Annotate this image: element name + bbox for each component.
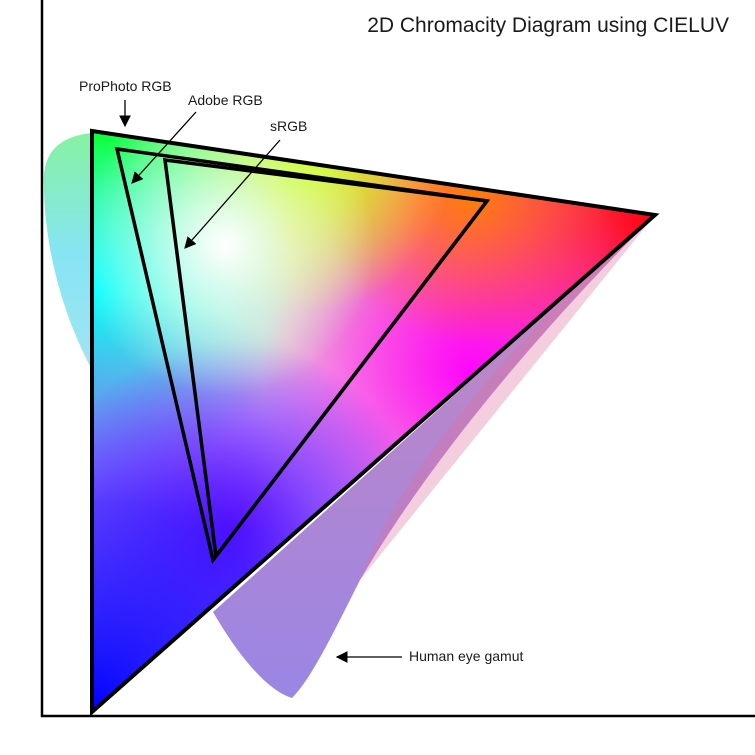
srgb-label: sRGB	[270, 118, 308, 134]
srgb-arrow	[184, 139, 281, 249]
adobe-rgb-label: Adobe RGB	[188, 92, 263, 108]
adobe-rgb-arrow	[131, 111, 197, 184]
srgb-gamut-outline	[162, 157, 491, 561]
diagram-title: 2D Chromacity Diagram using CIELUV	[367, 14, 729, 37]
human-eye-label: Human eye gamut	[409, 648, 524, 664]
prophoto-label: ProPhoto RGB	[79, 78, 172, 94]
human-eye-gamut	[43, 133, 655, 698]
prophoto-gamut-outline	[90, 128, 660, 717]
prophoto-color-fill	[92, 131, 655, 712]
